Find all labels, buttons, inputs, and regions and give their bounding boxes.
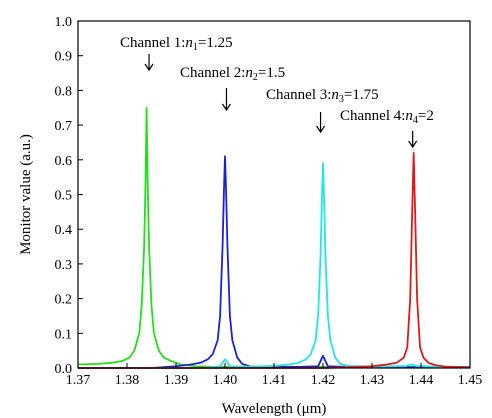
x-tick-label: 1.39 xyxy=(164,373,189,388)
channel-1-arrowhead xyxy=(144,63,154,72)
annotation-prefix: Channel 4: xyxy=(340,108,405,124)
x-tick-label: 1.37 xyxy=(66,373,91,388)
y-tick-label: 0.4 xyxy=(55,223,73,238)
annotation-value: =2 xyxy=(418,108,434,124)
annotation-variable: n xyxy=(245,65,253,81)
y-tick-label: 0.8 xyxy=(55,84,73,99)
annotation-prefix: Channel 2: xyxy=(180,65,245,81)
annotation-variable: n xyxy=(405,108,413,124)
x-tick-label: 1.41 xyxy=(262,373,287,388)
x-tick-label: 1.38 xyxy=(115,373,140,388)
annotation-value: =1.75 xyxy=(344,87,379,103)
x-tick-label: 1.42 xyxy=(311,373,336,388)
ticks-layer: 1.37 1.38 1.39 1.40 1.41 1.42 1.43 1.44 1.45 0.0 0… xyxy=(55,15,483,388)
annotation-value: =1.25 xyxy=(198,35,233,51)
annotation-prefix: Channel 1: xyxy=(120,35,185,51)
annotation-prefix: Channel 3: xyxy=(266,87,331,103)
channel-2-arrowhead xyxy=(221,103,231,112)
channel-4-arrowhead xyxy=(408,140,418,149)
channel-1-annotation: Channel 1:n1=1.25 xyxy=(120,35,233,53)
annotation-subscript: 2 xyxy=(253,72,258,83)
annotation-subscript: 4 xyxy=(413,115,418,126)
x-tick-label: 1.45 xyxy=(458,373,483,388)
y-tick-label: 1.0 xyxy=(55,15,73,30)
annotation-variable: n xyxy=(185,35,193,51)
y-tick-label: 0.1 xyxy=(55,327,73,342)
y-tick-label: 0.9 xyxy=(55,50,73,65)
y-tick-label: 0.5 xyxy=(55,189,73,204)
y-tick-label: 0.7 xyxy=(55,119,73,134)
series-line-2 xyxy=(78,155,470,369)
x-tick-label: 1.40 xyxy=(213,373,238,388)
y-tick-label: 0.0 xyxy=(55,362,73,377)
y-tick-label: 0.6 xyxy=(55,154,73,169)
y-axis-label: Monitor value (a.u.) xyxy=(18,134,34,255)
series-line-4 xyxy=(78,151,471,369)
series-layer xyxy=(77,106,471,369)
x-axis-label: Wavelength (μm) xyxy=(222,401,327,417)
channel-3-annotation: Channel 3:n3=1.75 xyxy=(266,87,379,105)
channel-2-annotation: Channel 2:n2=1.5 xyxy=(180,65,285,83)
y-tick-label: 0.2 xyxy=(55,293,73,308)
y-tick-label: 0.3 xyxy=(55,258,73,273)
annotation-subscript: 1 xyxy=(193,42,198,53)
x-tick-label: 1.43 xyxy=(360,373,385,388)
channel-4-annotation: Channel 4:n4=2 xyxy=(340,108,434,126)
annotation-value: =1.5 xyxy=(258,65,285,81)
annotation-subscript: 3 xyxy=(339,94,344,105)
channel-3-arrowhead xyxy=(316,125,326,134)
annotation-variable: n xyxy=(331,87,339,103)
x-tick-label: 1.44 xyxy=(409,373,434,388)
